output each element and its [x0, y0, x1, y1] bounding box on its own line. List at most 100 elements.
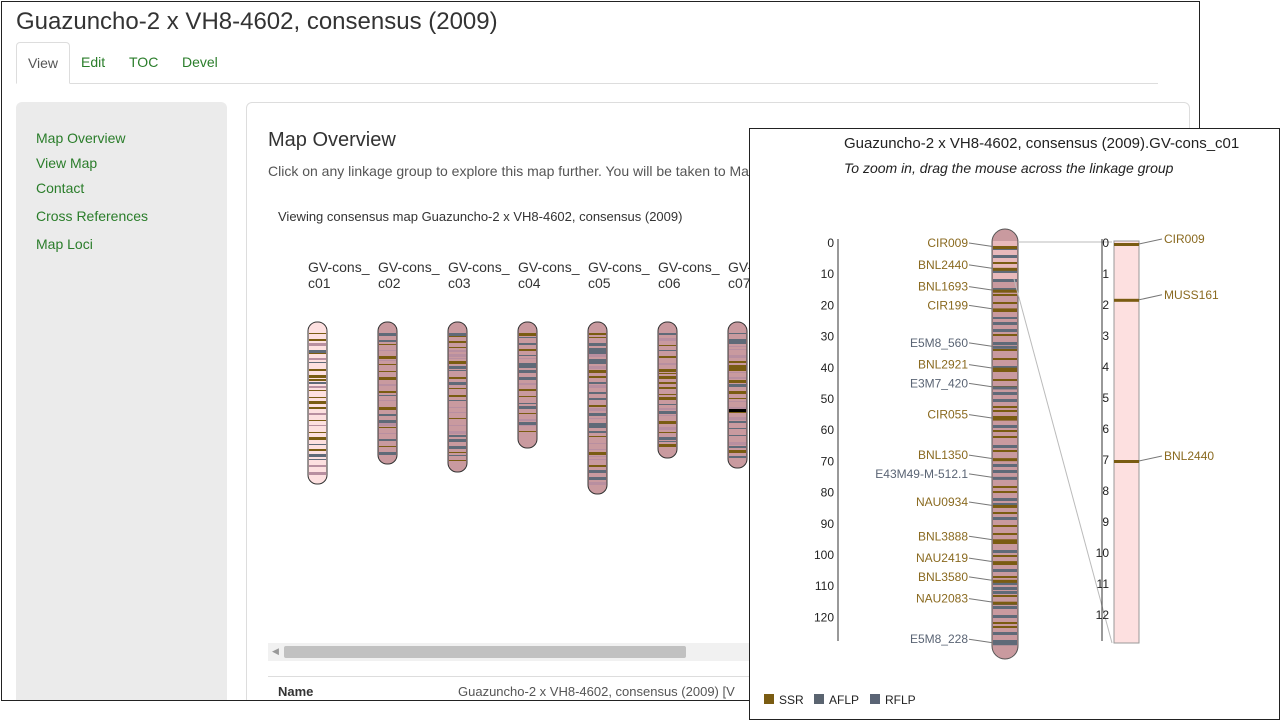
tab-edit[interactable]: Edit — [81, 54, 106, 70]
thumbnail-marker-band — [449, 400, 466, 401]
linkage-group-label-7[interactable]: GV-c07 — [728, 259, 753, 291]
thumbnail-marker-band — [659, 356, 676, 358]
chromosome-marker-band — [993, 503, 1017, 506]
tab-toc[interactable]: TOC — [129, 54, 159, 70]
thumbnail-marker-band — [449, 336, 466, 337]
linkage-group-thumbnail-6[interactable] — [657, 321, 679, 459]
thumbnail-marker-band — [589, 418, 606, 419]
thumbnail-marker-band — [449, 388, 466, 389]
thumbnail-marker-band — [589, 426, 606, 428]
chromosome-marker-band — [993, 334, 1017, 336]
thumbnail-marker-band — [729, 365, 746, 368]
thumbnail-marker-band — [309, 362, 326, 363]
thumbnail-marker-band — [729, 398, 746, 399]
thumbnail-marker-band — [519, 413, 536, 414]
thumbnail-marker-band — [659, 345, 676, 346]
linkage-group-thumbnail-7[interactable] — [727, 321, 749, 469]
thumbnail-marker-band — [519, 422, 536, 425]
right-axis-tick-label: 6 — [1102, 422, 1109, 436]
thumbnail-marker-band — [379, 400, 396, 401]
linkage-group-thumbnail-1[interactable] — [307, 321, 329, 485]
chromosome-marker-band — [993, 591, 1017, 594]
marker-leader-line — [968, 364, 997, 370]
chromosome-marker-band — [993, 606, 1017, 609]
marker-label: BNL2440 — [918, 258, 968, 272]
linkage-group-thumbnail-4[interactable] — [517, 321, 539, 449]
thumbnail-marker-band — [659, 382, 676, 384]
thumbnail-marker-band — [729, 372, 746, 373]
scroll-left-arrow-icon[interactable]: ◀ — [272, 646, 279, 656]
thumbnail-marker-band — [309, 454, 326, 457]
thumbnail-marker-band — [309, 379, 326, 381]
thumbnail-marker-band — [379, 446, 396, 447]
thumbnail-marker-band — [589, 366, 606, 369]
thumbnail-marker-band — [729, 346, 746, 347]
right-axis-tick-label: 8 — [1102, 484, 1109, 498]
marker-label: E5M8_560 — [910, 336, 968, 350]
popup-subtitle: To zoom in, drag the mouse across the li… — [844, 160, 1174, 176]
linkage-group-label-4[interactable]: GV-cons_ c04 — [518, 259, 580, 291]
tab-devel[interactable]: Devel — [182, 54, 218, 70]
linkage-group-thumbnail-5[interactable] — [587, 321, 609, 495]
chromosome-marker-band — [993, 294, 1017, 296]
viewing-text: Viewing consensus map Guazuncho-2 x VH8-… — [278, 209, 683, 224]
linkage-group-label-1[interactable]: GV-cons_ c01 — [308, 259, 370, 291]
marker-label: BNL3888 — [918, 529, 968, 543]
chromosome-marker-band — [993, 279, 1017, 282]
thumbnail-marker-band — [449, 431, 466, 434]
zoomed-region — [1113, 240, 1140, 644]
legend-label: RFLP — [885, 693, 916, 707]
scrollbar-thumb[interactable] — [284, 646, 686, 658]
marker-band — [993, 561, 1017, 565]
thumbnail-marker-band — [729, 380, 746, 383]
linkage-group-thumbnail-3[interactable] — [447, 321, 469, 473]
zoomed-marker-label: BNL2440 — [1164, 449, 1214, 463]
linkage-map-viewer[interactable]: 0102030405060708090100110120CIR009BNL244… — [750, 129, 1279, 719]
chromosome-marker-band — [993, 450, 1017, 452]
sidebar-item-map-loci[interactable]: Map Loci — [36, 236, 93, 252]
thumbnail-marker-band — [729, 401, 746, 402]
thumbnail-marker-band — [309, 459, 326, 460]
marker-leader-line — [968, 304, 997, 310]
thumbnail-marker-band — [589, 348, 606, 351]
thumbnail-marker-band — [519, 366, 536, 368]
marker-band — [993, 642, 1017, 646]
thumbnail-marker-band — [519, 431, 536, 432]
thumbnail-marker-band — [589, 351, 606, 354]
marker-label: NAU0934 — [916, 495, 968, 509]
linkage-group-label-3[interactable]: GV-cons_ c03 — [448, 259, 510, 291]
thumbnail-marker-band — [589, 431, 606, 433]
thumbnail-marker-band — [449, 361, 466, 364]
marker-leader-line — [968, 264, 997, 270]
linkage-group-thumbnail-2[interactable] — [377, 321, 399, 465]
chromosome-marker-band — [993, 416, 1017, 418]
zoomed-marker-leader — [1138, 238, 1163, 245]
linkage-group-label-6[interactable]: GV-cons_ c06 — [658, 259, 720, 291]
thumbnail-marker-band — [589, 398, 606, 400]
right-axis-tick-label: 12 — [1096, 608, 1110, 622]
sidebar-item-contact[interactable]: Contact — [36, 180, 85, 196]
thumbnail-marker-band — [309, 420, 326, 421]
thumbnail-marker-band — [589, 449, 606, 450]
thumbnail-marker-band — [659, 333, 676, 335]
right-axis-tick-label: 5 — [1102, 391, 1109, 405]
linkage-group-label-5[interactable]: GV-cons_ c05 — [588, 259, 650, 291]
thumbnail-marker-band — [379, 356, 396, 359]
thumbnail-marker-band — [589, 359, 606, 362]
sidebar-item-view-map[interactable]: View Map — [36, 155, 98, 171]
sidebar-item-map-overview[interactable]: Map Overview — [36, 130, 126, 146]
thumbnail-marker-band — [379, 423, 396, 426]
thumbnail-marker-band — [519, 425, 536, 426]
marker-label: E5M8_228 — [910, 632, 968, 646]
horizontal-scrollbar[interactable]: ◀ — [268, 643, 768, 661]
sidebar-item-cross-references[interactable]: Cross References — [36, 208, 149, 224]
marker-band — [993, 345, 1017, 349]
thumbnail-marker-band — [449, 455, 466, 456]
thumbnail-marker-band — [729, 435, 746, 436]
chromosome-marker-band — [993, 302, 1017, 304]
tab-view[interactable]: View — [16, 42, 70, 84]
chromosome-marker-band — [993, 533, 1017, 535]
thumbnail-marker-band — [729, 355, 746, 358]
linkage-group-label-2[interactable]: GV-cons_ c02 — [378, 259, 440, 291]
thumbnail-marker-band — [659, 427, 676, 430]
